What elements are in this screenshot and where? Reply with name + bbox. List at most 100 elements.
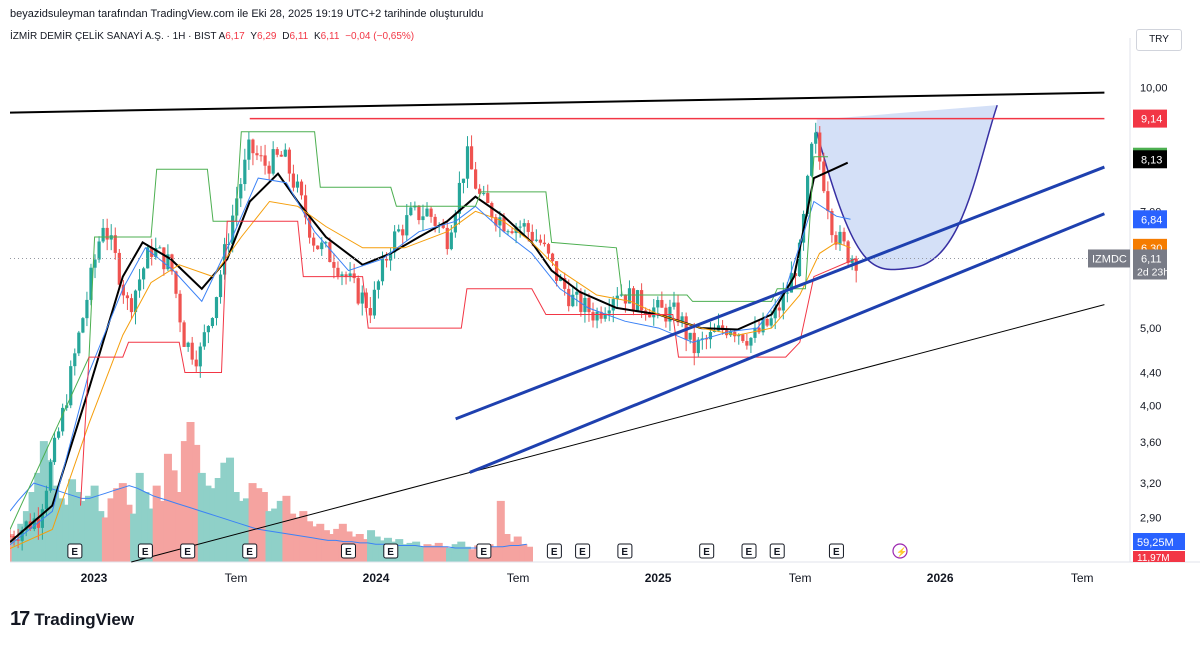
earnings-marker	[575, 543, 591, 559]
candle-body	[158, 247, 162, 249]
last-price-text: 6,11	[1141, 253, 1162, 265]
candle-body	[332, 262, 336, 268]
ohlc-open-value: 6,17	[225, 31, 245, 42]
moving-average-line	[10, 131, 828, 530]
volume-bar	[429, 545, 438, 562]
candle-body	[259, 155, 263, 157]
candle-body	[32, 518, 36, 530]
candle-body	[44, 490, 49, 510]
candle-body	[518, 226, 522, 228]
earnings-marker	[699, 543, 715, 559]
candle-body	[308, 217, 312, 238]
candle-body	[279, 154, 283, 157]
candle-body	[364, 292, 368, 309]
candle-body	[757, 327, 761, 333]
volume-bar	[271, 508, 280, 562]
candle-body	[142, 268, 146, 280]
volume-bar	[508, 541, 517, 562]
volume-bar	[355, 534, 364, 562]
price-label-box	[1133, 109, 1167, 128]
candle-body	[627, 288, 632, 304]
candle-body	[267, 165, 271, 174]
volume-bar	[56, 498, 65, 562]
candle-body	[490, 202, 494, 218]
candle-body	[101, 227, 105, 242]
tradingview-logo[interactable]: 17 TradingView	[10, 608, 134, 631]
candle-body	[599, 311, 603, 319]
volume-bar	[158, 500, 167, 562]
volume-bar	[304, 521, 313, 562]
candle-body	[494, 217, 498, 226]
earnings-marker-label: E	[387, 547, 394, 558]
earnings-marker-label: E	[480, 547, 487, 558]
candle-body	[797, 242, 802, 277]
volume-bar	[276, 500, 285, 562]
candle-body	[303, 195, 308, 218]
candle-body	[672, 302, 676, 307]
candle-body	[162, 247, 166, 270]
candle-body	[474, 169, 478, 189]
candle-body	[93, 259, 97, 268]
candle-body	[69, 366, 73, 406]
candle-body	[571, 294, 575, 307]
volume-bar	[186, 422, 195, 562]
earnings-marker-label: E	[621, 547, 628, 558]
moving-average-line	[10, 161, 849, 543]
x-tick-label: Tem	[507, 571, 530, 585]
candle-body	[89, 267, 93, 300]
candle-body	[247, 139, 251, 160]
earnings-marker	[137, 543, 153, 559]
earnings-marker	[340, 543, 356, 559]
candle-body	[202, 332, 206, 347]
candle-body	[579, 291, 583, 312]
candle-body	[587, 297, 591, 313]
volume-bar	[90, 485, 99, 562]
volume-ma-line	[10, 482, 527, 549]
candle-body	[457, 182, 462, 214]
candle-body	[559, 277, 563, 281]
volume-bar	[288, 513, 297, 562]
volume-bar	[141, 492, 150, 562]
candle-body	[680, 316, 684, 323]
earnings-marker	[546, 543, 562, 559]
volume-bar	[152, 485, 161, 562]
volume-bar	[417, 546, 426, 562]
volume-bar	[147, 508, 156, 562]
volume-bar	[62, 504, 71, 562]
candle-body	[121, 284, 125, 296]
volume-bar	[434, 542, 443, 562]
candle-body	[170, 254, 174, 272]
currency-selector[interactable]: TRY	[1136, 29, 1182, 51]
candle-body	[433, 216, 437, 226]
candle-body	[312, 237, 316, 246]
volume-bar	[496, 500, 505, 562]
candle-body	[696, 339, 700, 354]
ohlc-low-label: D	[282, 31, 290, 42]
volume-bar	[130, 513, 139, 562]
candle-body	[73, 353, 77, 367]
candle-body	[534, 239, 538, 241]
symbol-name[interactable]: İZMİR DEMİR ÇELİK SANAYİ A.Ş. · 1H · BIS…	[10, 31, 217, 42]
candle-body	[806, 175, 810, 214]
candle-body	[761, 318, 765, 333]
tradingview-brand: TradingView	[34, 609, 135, 629]
price-chart[interactable]: EEEEEEEEEEEEEE⚡10,007,005,004,404,003,60…	[0, 0, 1200, 600]
earnings-marker	[383, 543, 399, 559]
candle-body	[826, 191, 830, 212]
candle-body	[24, 521, 28, 531]
volume-bar	[310, 526, 319, 562]
symbol-info-row: İZMİR DEMİR ÇELİK SANAYİ A.Ş. · 1H · BIS…	[10, 31, 417, 42]
candle-body	[538, 239, 542, 243]
candle-body	[393, 231, 397, 253]
volume-bar	[118, 483, 127, 562]
volume-bar	[39, 441, 48, 562]
candle-body	[113, 235, 117, 253]
candle-body	[631, 288, 636, 312]
countdown-text: 2d 23h	[1137, 266, 1169, 278]
ohlc-high-label: Y	[250, 31, 257, 42]
x-tick-label: Tem	[225, 571, 248, 585]
trend-line	[455, 165, 1105, 421]
candle-body	[623, 294, 628, 304]
earnings-marker-label: E	[579, 547, 586, 558]
y-tick-label: 4,00	[1140, 401, 1161, 413]
